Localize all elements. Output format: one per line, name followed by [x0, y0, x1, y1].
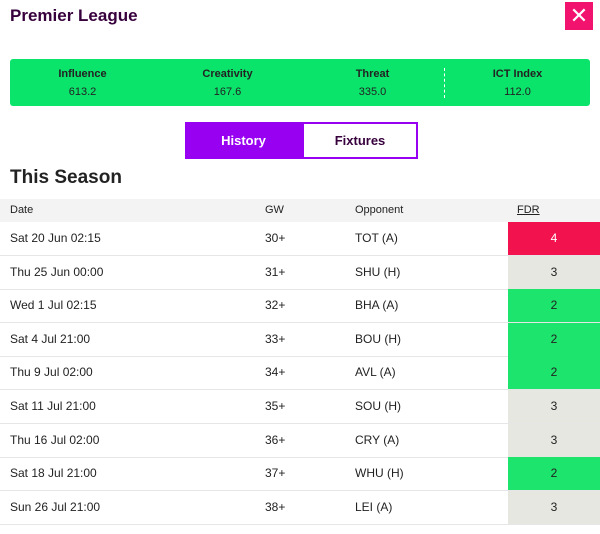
stat: Creativity 167.6 [155, 59, 300, 98]
stats-panel: Influence 613.2 Creativity 167.6 Threat 335.0… [10, 59, 590, 106]
table-cell: AVL (A) [355, 365, 396, 380]
fdr-cell: 2 [508, 457, 600, 491]
table-cell: 35+ [265, 399, 286, 413]
table-cell: 38+ [265, 499, 286, 514]
tab-fixtures[interactable]: Fixtures [302, 122, 418, 159]
stat-value: 112.0 [504, 86, 531, 98]
column-header: Opponent [355, 204, 404, 216]
table-cell: SOU (H) [355, 399, 401, 413]
table-cell: 33+ [265, 331, 286, 346]
fdr-cell: 3 [508, 390, 600, 423]
table-cell: 30+ [265, 231, 286, 245]
stat-value: 613.2 [68, 86, 97, 98]
column-header: Date [10, 204, 34, 216]
stat: Threat 335.0 [300, 59, 445, 98]
table-cell: 34+ [265, 365, 286, 380]
table-cell: Thu 9 Jul 02:00 [10, 365, 93, 380]
table-cell: 32+ [265, 298, 286, 313]
fdr-cell: 2 [508, 322, 600, 356]
table-cell: SHU (H) [355, 264, 401, 279]
section-title: This Season [10, 167, 122, 188]
table-cell: Thu 16 Jul 02:00 [10, 432, 100, 447]
table-cell: WHU (H) [355, 466, 404, 481]
table-row: Thu 9 Jul 02:00 34+ AVL (A) 2 [0, 356, 600, 391]
table-row: Thu 16 Jul 02:00 36+ CRY (A) 3 [0, 423, 600, 458]
fdr-cell: 3 [508, 490, 600, 524]
stat-label: Threat [355, 68, 390, 80]
fdr-cell: 3 [508, 255, 600, 289]
table-cell: Sat 4 Jul 21:00 [10, 331, 91, 346]
table-cell: BHA (A) [355, 298, 399, 313]
table-row: Sat 4 Jul 21:00 33+ BOU (H) 2 [0, 322, 600, 357]
table-cell: BOU (H) [355, 331, 401, 346]
brand[interactable]: Premier League [10, 6, 138, 25]
column-header: GW [265, 204, 284, 216]
stat-value: 335.0 [358, 86, 387, 98]
table-cell: 31+ [265, 264, 286, 279]
stat-label: Influence [58, 68, 107, 80]
table-cell: Sun 26 Jul 21:00 [10, 499, 101, 514]
stat-label: Creativity [202, 68, 253, 80]
fdr-cell: 2 [508, 356, 600, 390]
table-cell: LEI (A) [355, 499, 393, 514]
stat: ICT Index 112.0 [445, 59, 590, 98]
table-cell: 37+ [265, 466, 286, 481]
tab-history[interactable]: History [185, 122, 302, 159]
table-cell: 36+ [265, 432, 286, 447]
table-row: Wed 1 Jul 02:15 32+ BHA (A) 2 [0, 289, 600, 324]
table-row: Sun 26 Jul 21:00 38+ LEI (A) 3 [0, 490, 600, 525]
divider [444, 68, 445, 98]
table-row: Sat 11 Jul 21:00 35+ SOU (H) 3 [0, 390, 600, 424]
stat-label: ICT Index [492, 68, 543, 80]
table-row: Thu 25 Jun 00:00 31+ SHU (H) 3 [0, 255, 600, 290]
column-header[interactable]: FDR [517, 204, 540, 216]
table-row: Sat 20 Jun 02:15 30+ TOT (A) 4 [0, 222, 600, 256]
stat: Influence 613.2 [10, 59, 155, 98]
table-cell: Sat 11 Jul 21:00 [10, 399, 96, 413]
fdr-cell: 3 [508, 423, 600, 457]
table-row: Sat 18 Jul 21:00 37+ WHU (H) 2 [0, 457, 600, 492]
table-cell: TOT (A) [355, 231, 398, 245]
close-button[interactable]: ✕ [565, 2, 593, 30]
table-cell: Sat 20 Jun 02:15 [10, 231, 101, 245]
table-cell: CRY (A) [355, 432, 400, 447]
table-cell: Thu 25 Jun 00:00 [10, 264, 104, 279]
fdr-cell: 2 [508, 289, 600, 323]
fdr-cell: 4 [508, 222, 600, 255]
table-cell: Sat 18 Jul 21:00 [10, 466, 97, 481]
stat-value: 167.6 [213, 86, 242, 98]
table-cell: Wed 1 Jul 02:15 [10, 298, 97, 313]
table-header: Date GW Opponent FDR [0, 199, 600, 222]
